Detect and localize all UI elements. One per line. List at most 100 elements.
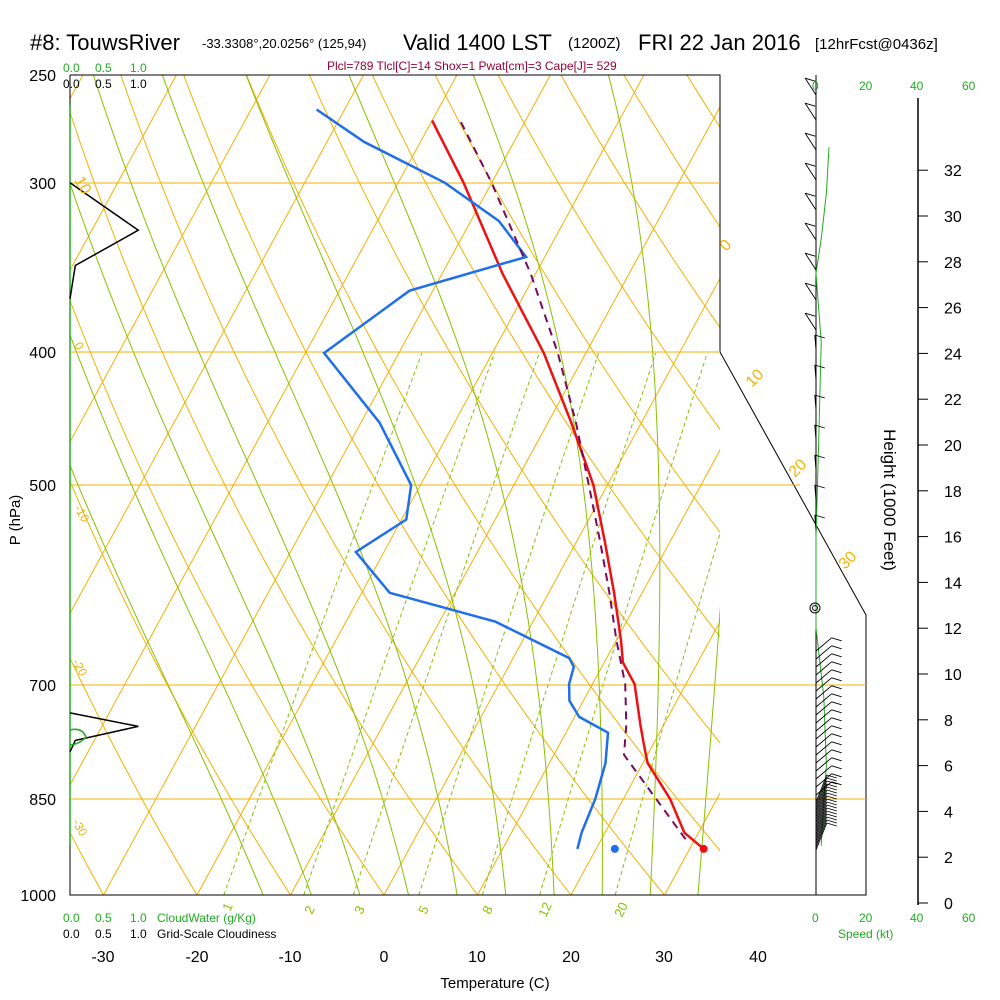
temp-tick: 40 [749,949,767,966]
pressure-tick: 400 [29,345,56,362]
wind-barb-flag [826,822,837,827]
wind-barb-flag [814,394,825,399]
station-title: #8: TouwsRiver [30,30,180,55]
wind-barb [814,454,817,471]
temp-tick: -30 [91,949,114,966]
mixing-ratio-labels: 1 2 3 5 8 12 20 [219,900,631,919]
cloudwater-label: CloudWater (g/Kg) [157,911,256,925]
wind-barb [804,282,817,301]
wind-barb [815,813,828,842]
dry-adiabat [245,75,720,852]
wind-barb-flag [826,780,837,785]
wind-barb [814,334,817,351]
wind-barb [815,693,832,708]
wind-barb [804,252,817,271]
pressure-tick: 500 [29,478,56,495]
wind-barb [815,677,832,692]
temperature-line [430,119,705,850]
valid-date: FRI 22 Jan 2016 [638,30,801,55]
wind-barb-flag [831,637,842,642]
x-axis-label: Temperature (C) [440,975,549,992]
wind-barb [815,773,832,788]
wind-barb-flag [831,645,842,650]
wind-scale-tick: 40 [910,79,924,93]
pressure-axis: 250 300 400 500 700 850 1000 [20,68,56,905]
height-tick: 12 [944,621,962,638]
height-tick: 10 [944,667,962,684]
wind-barb-flag [826,819,837,824]
wind-scale-tick: 0 [812,911,819,925]
wind-barb-flag [831,773,842,778]
wind-barb-flag [826,804,837,809]
mixing-label: 2 [301,903,318,916]
wind-barb [804,162,817,181]
forecast-info: [12hrFcst@0436z] [815,36,938,53]
wind-scale-tick: 20 [859,911,873,925]
dry-adiabat [434,75,720,534]
height-tick: 30 [944,209,962,226]
wind-barb-flag [826,810,837,815]
cloudiness-label: Grid-Scale Cloudiness [157,927,276,941]
cloud-scale-bottom: 0.0 0.5 1.0 CloudWater (g/Kg) 0.0 0.5 1.… [63,911,276,941]
wind-scale-bottom: 0 20 40 60 Speed (kt) [812,911,976,941]
temperature-axis: -30 -20 -10 0 10 20 30 40 [91,949,767,966]
wind-barb [815,801,828,830]
cloud-scale-tick: 0.5 [95,61,112,75]
dry-adiabat [70,110,479,895]
mixing-label: 3 [351,903,368,916]
moist-adiabat [161,75,458,895]
wind-barb-flag [831,677,842,682]
moist-adiabat [245,75,507,895]
height-tick: 0 [944,896,953,913]
isotherm-label: -30 [69,817,90,839]
wind-barb [815,798,828,827]
wind-barb [815,725,832,740]
isotherm-label: -20 [69,657,90,679]
moist-adiabat [70,464,264,895]
pressure-tick: 850 [29,792,56,809]
temp-tick: 20 [562,949,580,966]
mixing-ratio-line [539,352,708,895]
height-tick: 20 [944,438,962,455]
wind-barb-flag [814,484,825,489]
height-tick: 18 [944,484,962,501]
sounding-parameters: Plcl=789 Tlcl[C]=14 Shox=1 Pwat[cm]=3 Ca… [327,59,617,73]
wind-barb [815,807,828,836]
wind-barb-flag [826,801,837,806]
moist-adiabat [70,182,361,895]
isotherm [852,75,1000,895]
wind-barb [815,653,832,668]
mixing-ratio-line [614,532,720,895]
dry-adiabat [497,75,720,431]
cloud-scale-tick: 1.0 [130,927,147,941]
wind-barb [815,810,828,839]
wind-barb-flag [831,725,842,730]
wind-barb [804,132,817,151]
dry-adiabat [120,75,572,895]
cloudiness-line [69,182,140,299]
height-tick: 2 [944,850,953,867]
height-tick: 28 [944,255,962,272]
wind-barb-flag [826,786,837,791]
dewpoint-line [315,108,610,850]
wind-barb-flag [805,222,816,227]
wind-barb [815,669,832,684]
moist-adiabat [607,75,661,895]
cloudiness-line [69,712,139,753]
wind-barb [804,102,817,121]
dry-adiabat [70,480,292,895]
moist-adiabat [70,333,312,895]
wind-barb-flag [831,709,842,714]
cloud-scale-tick: 0.5 [95,77,112,91]
dry-adiabat [70,657,198,895]
wind-scale-tick: 0 [812,79,819,93]
dry-adiabat [0,51,25,924]
wind-barb [815,783,828,812]
wind-speed-profile [815,147,830,846]
isotherm-label: -10 [71,503,92,525]
wind-barb [815,765,832,780]
wind-barb [815,792,828,821]
wind-barb [815,804,828,833]
wind-barb [815,795,828,824]
wind-barb-flag [826,795,837,800]
